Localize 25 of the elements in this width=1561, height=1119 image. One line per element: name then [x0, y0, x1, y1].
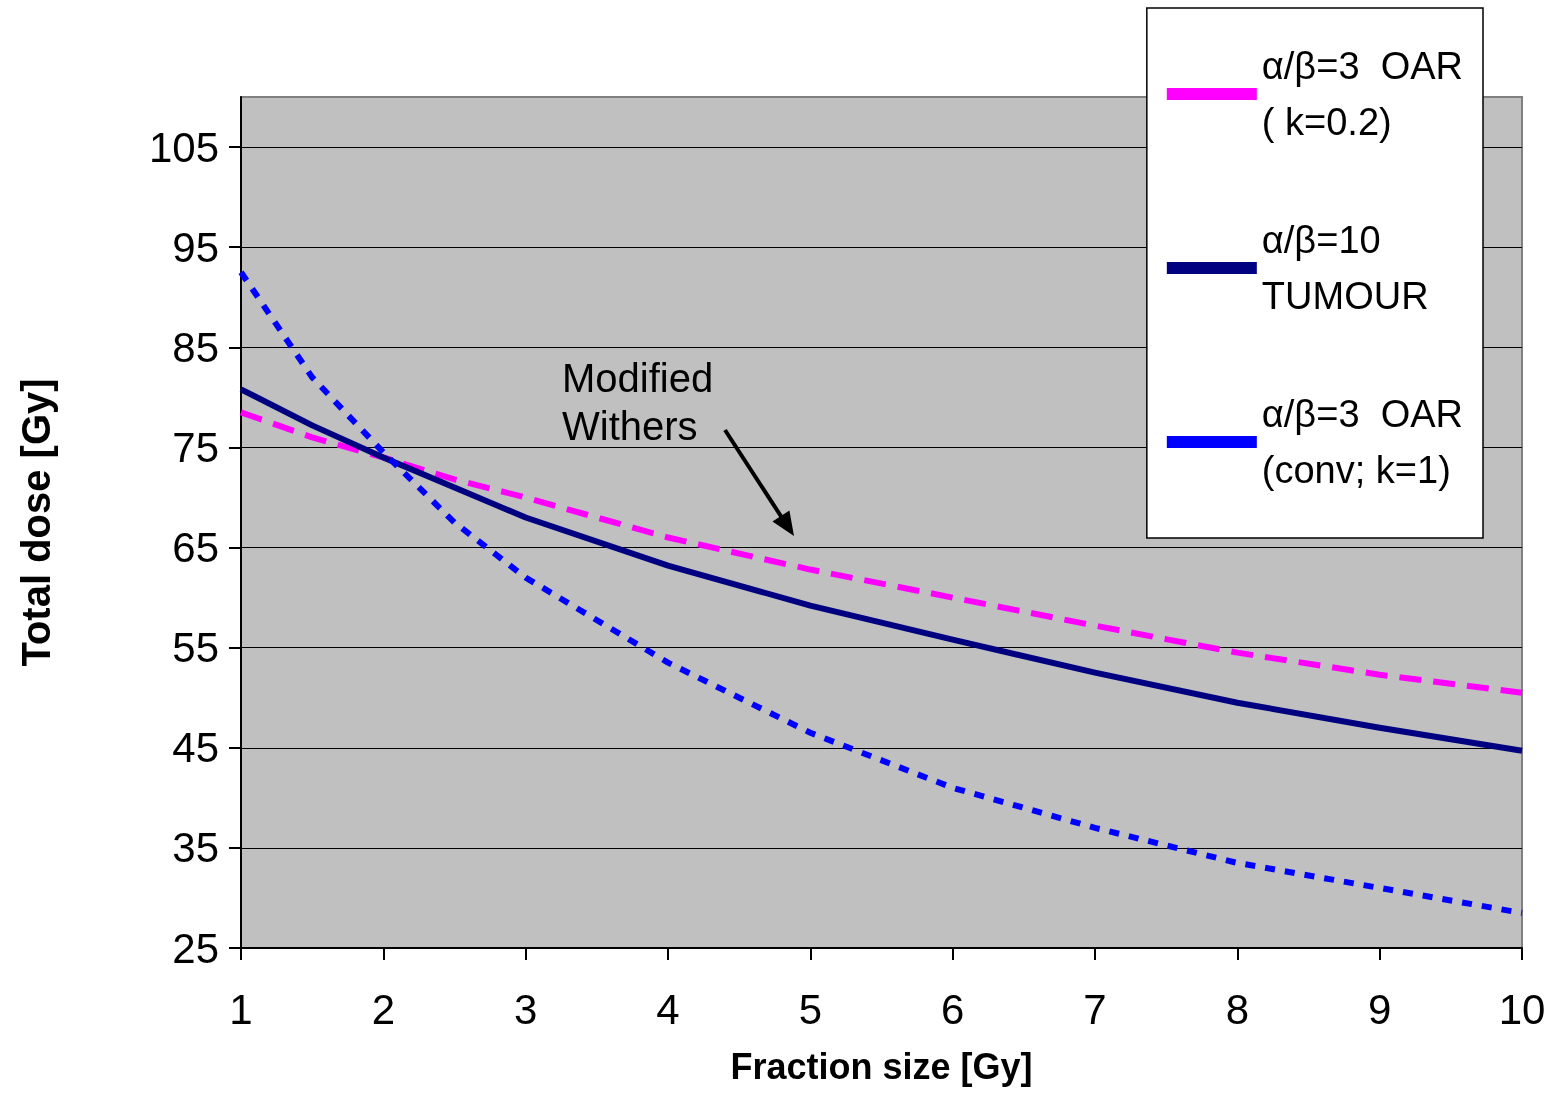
x-tick-label: 8	[1225, 985, 1250, 1033]
x-tick-label: 6	[940, 985, 965, 1033]
x-tick-label: 5	[798, 985, 823, 1033]
y-tick-label: 35	[172, 824, 219, 872]
y-tick-label: 55	[172, 624, 219, 672]
y-tick-label: 95	[172, 223, 219, 271]
x-tick-label: 10	[1498, 985, 1546, 1033]
y-axis-title: Total dose [Gy]	[14, 378, 58, 667]
y-tick-label: 85	[172, 323, 219, 371]
legend-label: α/β=3 OAR ( k=0.2)	[1261, 45, 1463, 143]
y-tick-label: 25	[172, 924, 219, 972]
x-tick-label: 4	[656, 985, 680, 1033]
x-axis-title: Fraction size [Gy]	[730, 1045, 1033, 1087]
y-tick-label: 65	[172, 524, 219, 572]
y-tick-label: 75	[172, 423, 219, 471]
x-tick-label: 3	[513, 985, 538, 1033]
y-tick-label: 105	[148, 123, 219, 171]
x-tick-label: 9	[1367, 985, 1392, 1033]
x-tick-label: 7	[1083, 985, 1107, 1033]
x-tick-label: 1	[229, 985, 253, 1033]
annotation: Modified Withers	[562, 355, 715, 450]
legend-label: α/β=10 TUMOUR	[1261, 219, 1429, 317]
y-tick-label: 45	[172, 724, 219, 772]
legend-label: α/β=3 OAR (conv; k=1)	[1261, 393, 1463, 491]
x-tick-label: 2	[371, 985, 396, 1033]
